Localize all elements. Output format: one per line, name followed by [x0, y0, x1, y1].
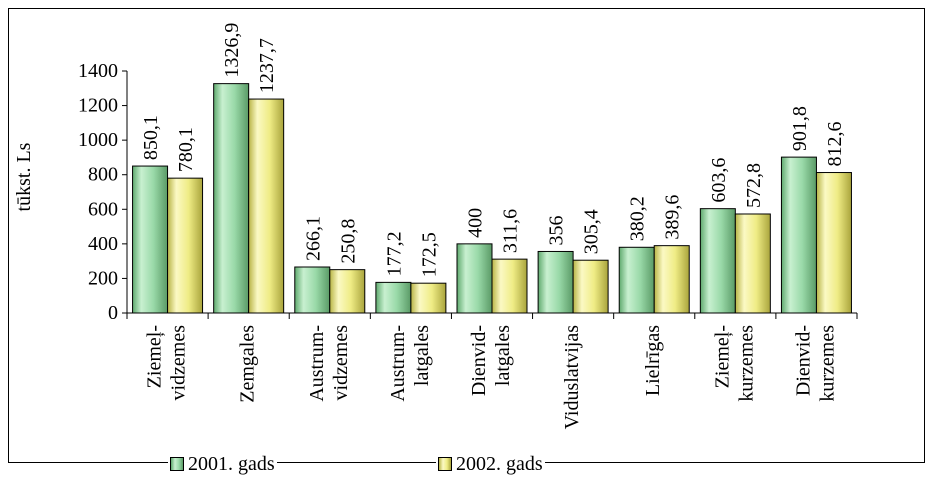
- data-label: 172,5: [418, 232, 440, 277]
- x-tick-label: latgales: [411, 325, 433, 386]
- legend-swatch-2002: [438, 457, 452, 471]
- bar-2002: [329, 269, 366, 314]
- y-tick-label: 400: [88, 233, 118, 255]
- data-label: 266,1: [302, 216, 324, 261]
- data-label: 389,6: [662, 195, 684, 240]
- x-tick-label: Viduslatvijas: [561, 325, 583, 430]
- data-label: 305,4: [581, 209, 603, 254]
- data-label: 901,8: [789, 106, 811, 151]
- bar-2001: [456, 243, 493, 314]
- data-label: 603,6: [708, 158, 730, 203]
- bar-2002: [248, 98, 285, 314]
- bar-2001: [132, 165, 169, 314]
- x-tick-label: kurzemes: [735, 325, 757, 402]
- x-tick-label: latgales: [492, 325, 514, 386]
- x-tick-label: vidzemes: [168, 325, 190, 401]
- bar-2001: [699, 208, 736, 314]
- x-tick-label: Zemgales: [237, 325, 259, 403]
- data-label: 400: [465, 208, 487, 238]
- y-tick-label: 200: [88, 267, 118, 289]
- data-label: 572,8: [743, 163, 765, 208]
- data-label: 1326,9: [221, 23, 243, 78]
- bar-2002: [410, 282, 447, 314]
- data-label: 780,1: [175, 127, 197, 172]
- y-tick-label: 0: [108, 302, 118, 324]
- legend-item-2002: 2002. gads: [436, 451, 545, 477]
- y-axis-label: tūkst. Ls: [13, 142, 35, 211]
- y-tick-label: 1400: [78, 60, 118, 82]
- y-tick-label: 1200: [78, 95, 118, 117]
- x-tick-label: Ziemeļ-: [711, 325, 733, 388]
- legend-label-2001: 2001. gads: [188, 452, 275, 475]
- bar-2001: [537, 250, 574, 314]
- x-tick-label: kurzemes: [816, 325, 838, 402]
- y-tick-label: 800: [88, 164, 118, 186]
- bar-2002: [572, 259, 609, 314]
- bar-2001: [618, 246, 655, 314]
- bar-2002: [167, 177, 204, 314]
- bar-2001: [780, 156, 817, 314]
- x-tick-label: Austrum-: [387, 325, 409, 402]
- y-tick-label: 1000: [78, 129, 118, 151]
- bar-2001: [375, 281, 412, 314]
- bar-2002: [815, 172, 852, 314]
- data-label: 1237,7: [256, 38, 278, 93]
- bar-2002: [653, 245, 690, 314]
- data-label: 380,2: [627, 196, 649, 241]
- x-tick-label: Ziemeļ-: [144, 325, 166, 388]
- data-label: 250,8: [337, 219, 359, 264]
- legend-item-2001: 2001. gads: [168, 451, 277, 477]
- bar-2001: [213, 83, 250, 314]
- data-label: 812,6: [824, 122, 846, 167]
- legend-label-2002: 2002. gads: [456, 452, 543, 475]
- data-label: 311,6: [500, 209, 522, 253]
- bar-2002: [491, 258, 528, 314]
- data-label: 177,2: [383, 231, 405, 276]
- data-label: 850,1: [140, 115, 162, 160]
- x-tick-label: Dienvid-: [468, 325, 490, 396]
- y-tick-label: 600: [88, 198, 118, 220]
- x-tick-label: Lielrīgas: [642, 325, 664, 396]
- bar-2002: [734, 213, 771, 314]
- data-label: 356: [546, 215, 568, 245]
- legend-swatch-2001: [170, 457, 184, 471]
- x-tick-label: Austrum-: [306, 325, 328, 402]
- x-tick-label: Dienvid-: [792, 325, 814, 396]
- x-tick-label: vidzemes: [330, 325, 352, 401]
- bar-2001: [294, 266, 331, 314]
